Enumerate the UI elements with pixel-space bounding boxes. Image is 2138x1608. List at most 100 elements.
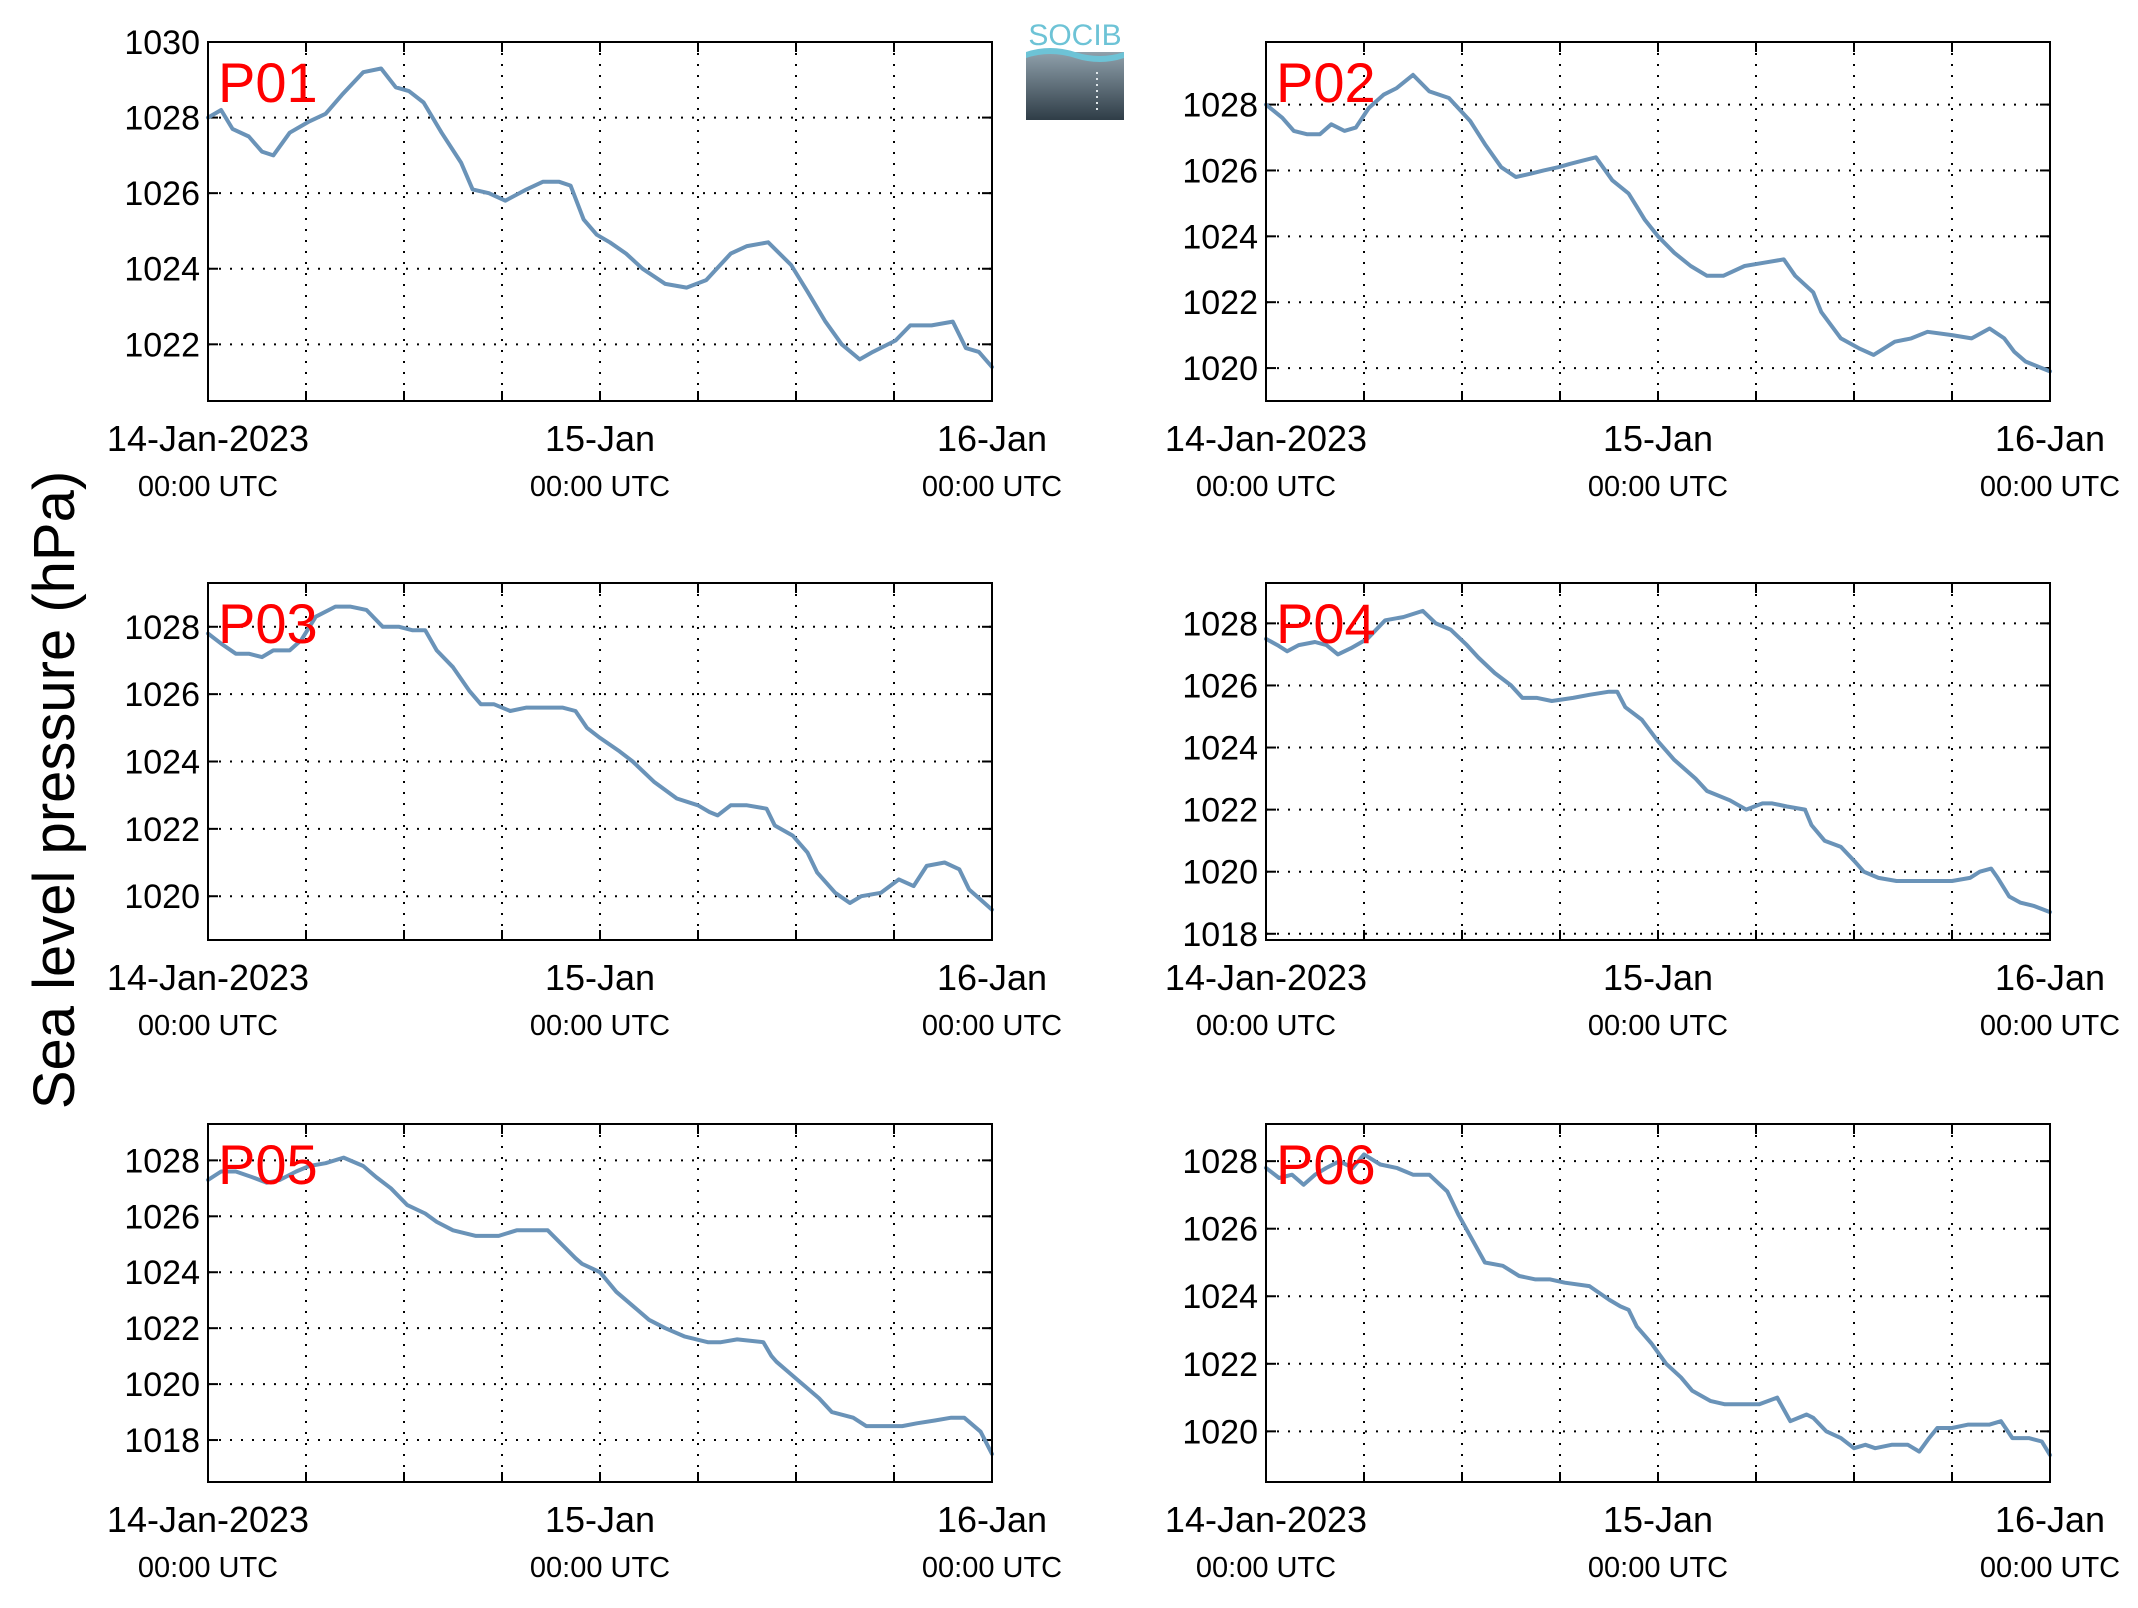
x-tick-label-date: 14-Jan-2023 [1165, 418, 1367, 459]
panel-label: P02 [1276, 51, 1376, 114]
y-tick-label: 1018 [124, 1422, 200, 1460]
x-tick-label-date: 14-Jan-2023 [1165, 1499, 1367, 1540]
x-tick-label-time: 00:00 UTC [922, 1552, 1062, 1584]
y-tick-label: 1030 [124, 24, 200, 62]
y-tick-label: 1028 [1182, 87, 1258, 125]
logo-wave [1026, 48, 1124, 62]
plot-frame [207, 1123, 993, 1483]
x-tick-label-date: 15-Jan [545, 418, 655, 459]
plot-frame [207, 582, 993, 941]
pressure-series-line [206, 1155, 994, 1456]
panel-p03: 1020 1022 1024 1026 1028 14-Jan-2023 00:00 UTC… [107, 582, 1062, 1042]
y-tick-label: 1026 [1182, 1211, 1258, 1249]
pressure-series-line [206, 66, 994, 369]
x-tick-label-date: 16-Jan [937, 957, 1047, 998]
plot-frame [1265, 41, 2051, 402]
y-tick-label: 1024 [1182, 730, 1258, 768]
plot-frame [207, 41, 993, 402]
y-tick-label: 1026 [124, 1198, 200, 1236]
x-tick-label-time: 00:00 UTC [138, 1010, 278, 1042]
y-tick-label: 1022 [1182, 284, 1258, 322]
panel-p05: 1018 1020 1022 1024 1026 1028 14-Jan-2023 00:00… [107, 1123, 1062, 1584]
x-tick-label-time: 00:00 UTC [530, 1010, 670, 1042]
x-tick-label-date: 16-Jan [1995, 957, 2105, 998]
x-tick-label-date: 16-Jan [937, 1499, 1047, 1540]
x-tick-label-date: 15-Jan [1603, 418, 1713, 459]
logo-gradient-block [1026, 52, 1124, 120]
x-tick-label-time: 00:00 UTC [1980, 1010, 2120, 1042]
x-tick-label-date: 15-Jan [1603, 1499, 1713, 1540]
x-tick-label-time: 00:00 UTC [1588, 1010, 1728, 1042]
y-axis-label: Sea level pressure (hPa) [22, 471, 87, 1109]
y-tick-label: 1022 [124, 326, 200, 364]
x-tick-label-date: 14-Jan-2023 [1165, 957, 1367, 998]
y-tick-label: 1022 [1182, 792, 1258, 830]
pressure-series-line [1264, 608, 2052, 915]
panel-label: P04 [1276, 592, 1376, 655]
x-tick-label-date: 14-Jan-2023 [107, 1499, 309, 1540]
panel-p06: 1020 1022 1024 1026 1028 14-Jan-2023 00:00 UTC… [1165, 1123, 2120, 1584]
logo-text: SOCIB [1028, 19, 1121, 52]
y-tick-label: 1020 [124, 1366, 200, 1404]
y-tick-label: 1024 [1182, 1278, 1258, 1316]
panels-group: 1022 1024 1026 1028 1030 14-Jan-2023 00:00 UTC… [107, 24, 2120, 1584]
plot-frame [1265, 1123, 2051, 1483]
panel-p01: 1022 1024 1026 1028 1030 14-Jan-2023 00:00 UTC… [107, 24, 1062, 503]
x-tick-label-date: 15-Jan [1603, 957, 1713, 998]
x-tick-label-date: 14-Jan-2023 [107, 418, 309, 459]
panel-label: P05 [218, 1133, 318, 1196]
x-tick-label-time: 00:00 UTC [1980, 1552, 2120, 1584]
y-tick-label: 1022 [1182, 1346, 1258, 1384]
y-tick-label: 1026 [1182, 152, 1258, 190]
y-tick-label: 1028 [124, 609, 200, 647]
y-tick-label: 1020 [124, 878, 200, 916]
x-tick-label-date: 14-Jan-2023 [107, 957, 309, 998]
panel-p02: 1020 1022 1024 1026 1028 14-Jan-2023 00:00 UTC… [1165, 41, 2120, 503]
y-tick-label: 1028 [1182, 1143, 1258, 1181]
x-tick-label-time: 00:00 UTC [1196, 1010, 1336, 1042]
x-tick-label-time: 00:00 UTC [1196, 1552, 1336, 1584]
x-tick-label-date: 15-Jan [545, 1499, 655, 1540]
x-tick-label-time: 00:00 UTC [922, 1010, 1062, 1042]
panel-p04: 1018 1020 1022 1024 1026 1028 14-Jan-2023 00:00… [1165, 582, 2120, 1042]
pressure-series-line [1264, 1152, 2052, 1457]
y-tick-label: 1020 [1182, 854, 1258, 892]
x-tick-label-time: 00:00 UTC [1588, 1552, 1728, 1584]
x-tick-label-time: 00:00 UTC [530, 1552, 670, 1584]
pressure-series-line [206, 604, 994, 912]
x-tick-label-date: 16-Jan [1995, 418, 2105, 459]
x-tick-label-time: 00:00 UTC [1196, 471, 1336, 503]
x-tick-label-time: 00:00 UTC [1588, 471, 1728, 503]
y-tick-label: 1024 [124, 1254, 200, 1292]
x-tick-label-date: 15-Jan [545, 957, 655, 998]
x-tick-label-time: 00:00 UTC [138, 471, 278, 503]
y-tick-label: 1024 [124, 251, 200, 289]
y-tick-label: 1028 [124, 100, 200, 138]
x-tick-label-time: 00:00 UTC [1980, 471, 2120, 503]
plot-frame [1265, 582, 2051, 941]
pressure-series-line [1264, 72, 2052, 374]
x-tick-label-time: 00:00 UTC [922, 471, 1062, 503]
panel-label: P06 [1276, 1133, 1376, 1196]
y-tick-label: 1028 [1182, 605, 1258, 643]
x-tick-label-date: 16-Jan [1995, 1499, 2105, 1540]
y-tick-label: 1018 [1182, 916, 1258, 954]
y-tick-label: 1020 [1182, 1413, 1258, 1451]
y-tick-label: 1026 [124, 175, 200, 213]
socib-logo: SOCIB [1026, 19, 1124, 120]
x-tick-label-time: 00:00 UTC [530, 471, 670, 503]
y-tick-label: 1022 [124, 811, 200, 849]
x-tick-label-date: 16-Jan [937, 418, 1047, 459]
y-tick-label: 1022 [124, 1310, 200, 1348]
y-tick-label: 1020 [1182, 350, 1258, 388]
panel-label: P01 [218, 51, 318, 114]
y-tick-label: 1026 [1182, 667, 1258, 705]
panel-label: P03 [218, 592, 318, 655]
x-tick-label-time: 00:00 UTC [138, 1552, 278, 1584]
y-tick-label: 1024 [1182, 218, 1258, 256]
y-tick-label: 1028 [124, 1142, 200, 1180]
y-tick-label: 1024 [124, 744, 200, 782]
y-tick-label: 1026 [124, 676, 200, 714]
